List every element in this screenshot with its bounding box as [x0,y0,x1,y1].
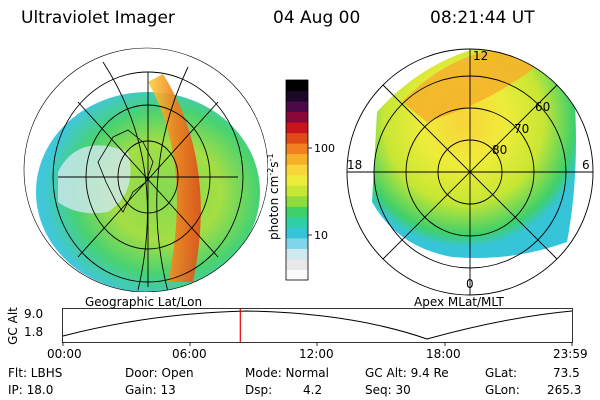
observation-time: 08:21:44 UT [430,8,535,28]
mlt-label-dusk: 18 [347,158,362,172]
altitude-curve [62,310,573,340]
status-filter: Flt: LBHS [8,366,63,380]
status-glat-label: GLat: [485,366,518,380]
colorbar-cell [286,101,308,113]
colorbar-units: photon cm-2s-1 [266,153,281,240]
geographic-panel-label: Geographic Lat/Lon [85,295,203,309]
altitude-ylabel-box: GC Alt [6,306,20,346]
geographic-image-panel [23,47,268,292]
colorbar-cell [286,269,308,281]
colorbar-cell [286,122,308,134]
colorbar-cell [286,206,308,218]
status-gc-alt: GC Alt: 9.4 Re [365,366,449,380]
instrument-title: Ultraviolet Imager [21,8,175,28]
altitude-xtick-1: 06:00 [172,347,207,361]
left-panel-border [23,47,268,292]
mlt-label-midnight: 0 [466,277,474,291]
status-glat-value: 73.5 [553,366,580,380]
colorbar-cell [286,164,308,176]
status-door: Door: Open [125,366,194,380]
observation-date: 04 Aug 00 [273,8,361,28]
altitude-xtick-3: 18:00 [426,347,461,361]
mlt-label-dawn: 6 [582,158,590,172]
colorbar-cell [286,195,308,207]
mlat-ring-60: 60 [535,100,550,114]
dayside-limb [148,74,201,282]
colorbar-cell [286,153,308,165]
status-dsp-label: Dsp: [245,383,273,397]
colorbar-cell [286,248,308,260]
status-glon-label: GLon: [485,383,520,397]
altitude-plot [62,308,573,346]
status-mode: Mode: Normal [245,366,329,380]
colorbar-label-high: 100 [314,142,335,155]
colorbar-cell [286,237,308,249]
mlat-ring-70: 70 [514,122,529,136]
colorbar-cell [286,143,308,155]
coastline-outline [97,129,154,213]
colorbar-cell [286,132,308,144]
colorbar-cell [286,90,308,102]
colorbar-frame [285,79,309,281]
colorbar-cell [286,111,308,123]
colorbar-cell [286,174,308,186]
status-seq: Seq: 30 [365,383,411,397]
colorbar: 100 10 photon cm-2s-1 [266,79,335,281]
altitude-xtick-2: 12:00 [299,347,334,361]
status-gain: Gain: 13 [125,383,176,397]
altitude-xtick-4: 23:59 [553,347,588,361]
altitude-ylabel: GC Alt [5,307,20,345]
colorbar-cell [286,258,308,270]
colorbar-cell [286,227,308,239]
altitude-xticks [62,342,573,346]
mlat-mlt-polar-panel: 12 18 6 0 60 70 80 [346,48,594,296]
altitude-ytick-high: 9.0 [24,307,44,321]
status-dsp-value: 4.2 [303,383,323,397]
colorbar-label-low: 10 [314,229,328,242]
polar-grid [346,48,594,296]
dim-region [58,145,131,214]
status-glon-value: 265.3 [547,383,582,397]
apex-panel-label: Apex MLat/MLT [414,295,504,309]
altitude-xtick-0: 00:00 [47,347,82,361]
colorbar-cell [286,80,308,92]
colorbar-cell [286,216,308,228]
altitude-ytick-low: 1.8 [24,325,44,339]
altitude-plot-frame [62,308,573,343]
status-ip: IP: 18.0 [8,383,54,397]
mlt-label-noon: 12 [473,49,488,63]
colorbar-cell [286,185,308,197]
dayside-emission [402,50,542,122]
mlat-ring-80: 80 [492,143,507,157]
